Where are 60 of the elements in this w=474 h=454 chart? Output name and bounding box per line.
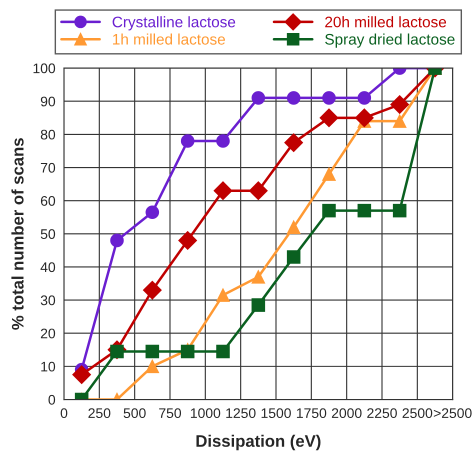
point bbox=[322, 167, 336, 181]
x-tick-label: 500 bbox=[124, 408, 146, 418]
point bbox=[390, 95, 410, 114]
point bbox=[180, 134, 194, 148]
y-tick-label: 80 bbox=[40, 130, 56, 140]
x-tick-label: 2250 bbox=[367, 408, 397, 418]
point bbox=[320, 108, 338, 128]
point bbox=[286, 220, 300, 234]
y-tick-label: 10 bbox=[41, 362, 56, 372]
point bbox=[178, 231, 198, 250]
point bbox=[72, 365, 92, 384]
point bbox=[216, 134, 230, 148]
point bbox=[180, 344, 194, 358]
x-tick-label: 0 bbox=[60, 408, 68, 418]
x-tick-label: 250 bbox=[88, 408, 110, 418]
x-tick-label: >2500 bbox=[434, 408, 472, 418]
point bbox=[214, 181, 232, 200]
point bbox=[142, 280, 162, 300]
point bbox=[252, 298, 266, 312]
y-tick-label: 70 bbox=[40, 162, 56, 173]
y-tick-label: 60 bbox=[40, 196, 56, 206]
x-tick-label: 2500 bbox=[402, 408, 432, 418]
point bbox=[392, 114, 406, 128]
legend-label: 20h milled lactose bbox=[325, 16, 446, 28]
point bbox=[358, 204, 372, 218]
point bbox=[392, 204, 406, 218]
y-tick-label: 100 bbox=[34, 63, 56, 74]
point bbox=[146, 206, 160, 220]
x-tick-label: 1500 bbox=[262, 408, 291, 418]
legend-label: 1h milled lactose bbox=[113, 33, 225, 45]
point bbox=[252, 91, 266, 105]
point bbox=[110, 234, 124, 248]
y-tick-label: 90 bbox=[40, 96, 56, 106]
point bbox=[146, 344, 160, 358]
point bbox=[216, 344, 230, 358]
legend-label: Crystalline lactose bbox=[112, 16, 236, 30]
legend-label: Spray dried lactose bbox=[325, 33, 455, 48]
y-tick-label: 20 bbox=[40, 328, 56, 338]
y-tick-label: 0 bbox=[48, 394, 56, 405]
x-tick-label: 2000 bbox=[332, 408, 362, 418]
point bbox=[286, 91, 300, 105]
y-tick-label: 50 bbox=[40, 229, 56, 239]
y-tick-label: 30 bbox=[40, 295, 56, 306]
point bbox=[216, 288, 230, 302]
point bbox=[354, 108, 374, 128]
point bbox=[146, 360, 160, 374]
x-axis-title: Dissipation (eV) bbox=[196, 434, 320, 450]
x-tick-label: 1000 bbox=[190, 408, 220, 418]
point bbox=[322, 91, 336, 105]
y-axis-title: % total number of scans bbox=[11, 138, 24, 330]
y-tick-label: 40 bbox=[40, 262, 56, 272]
x-tick-label: 1750 bbox=[296, 408, 326, 418]
x-tick-label: 750 bbox=[159, 408, 182, 418]
point bbox=[248, 181, 268, 200]
x-tick-label: 1250 bbox=[226, 408, 256, 418]
point bbox=[286, 250, 300, 264]
point bbox=[322, 204, 336, 218]
point bbox=[252, 270, 266, 284]
point bbox=[284, 133, 304, 152]
point bbox=[358, 91, 372, 105]
